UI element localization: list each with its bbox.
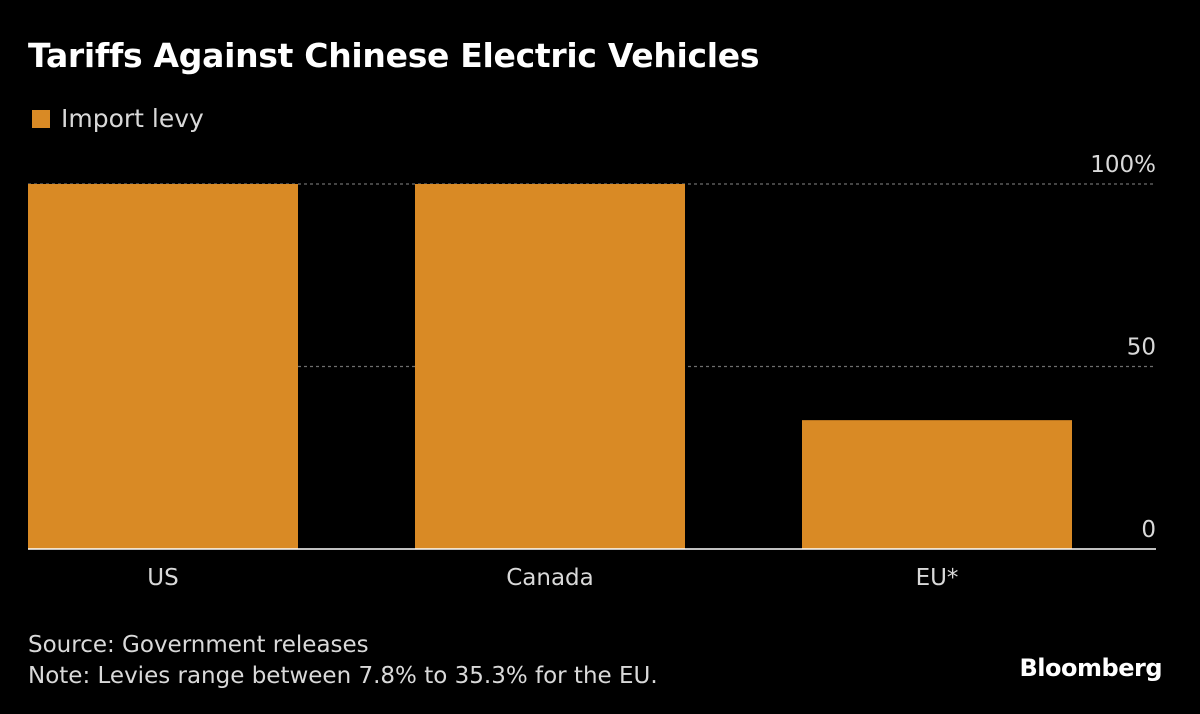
bar-canada	[415, 184, 685, 549]
source-note: Source: Government releases	[28, 632, 369, 658]
x-tick-label: EU*	[916, 565, 959, 591]
legend: Import levy	[32, 104, 204, 133]
bar-eu	[802, 420, 1072, 549]
legend-swatch	[32, 109, 50, 128]
y-tick-label: 100%	[1090, 152, 1156, 178]
x-tick-label: US	[147, 565, 178, 591]
footnote: Note: Levies range between 7.8% to 35.3%…	[28, 663, 658, 689]
bar-us	[28, 184, 298, 549]
legend-label: Import levy	[61, 104, 204, 133]
x-tick-label: Canada	[506, 565, 594, 591]
y-tick-label: 0	[1141, 517, 1156, 543]
bloomberg-logo: Bloomberg	[1019, 654, 1163, 682]
chart-title: Tariffs Against Chinese Electric Vehicle…	[28, 36, 760, 75]
y-tick-label: 50	[1127, 335, 1156, 361]
